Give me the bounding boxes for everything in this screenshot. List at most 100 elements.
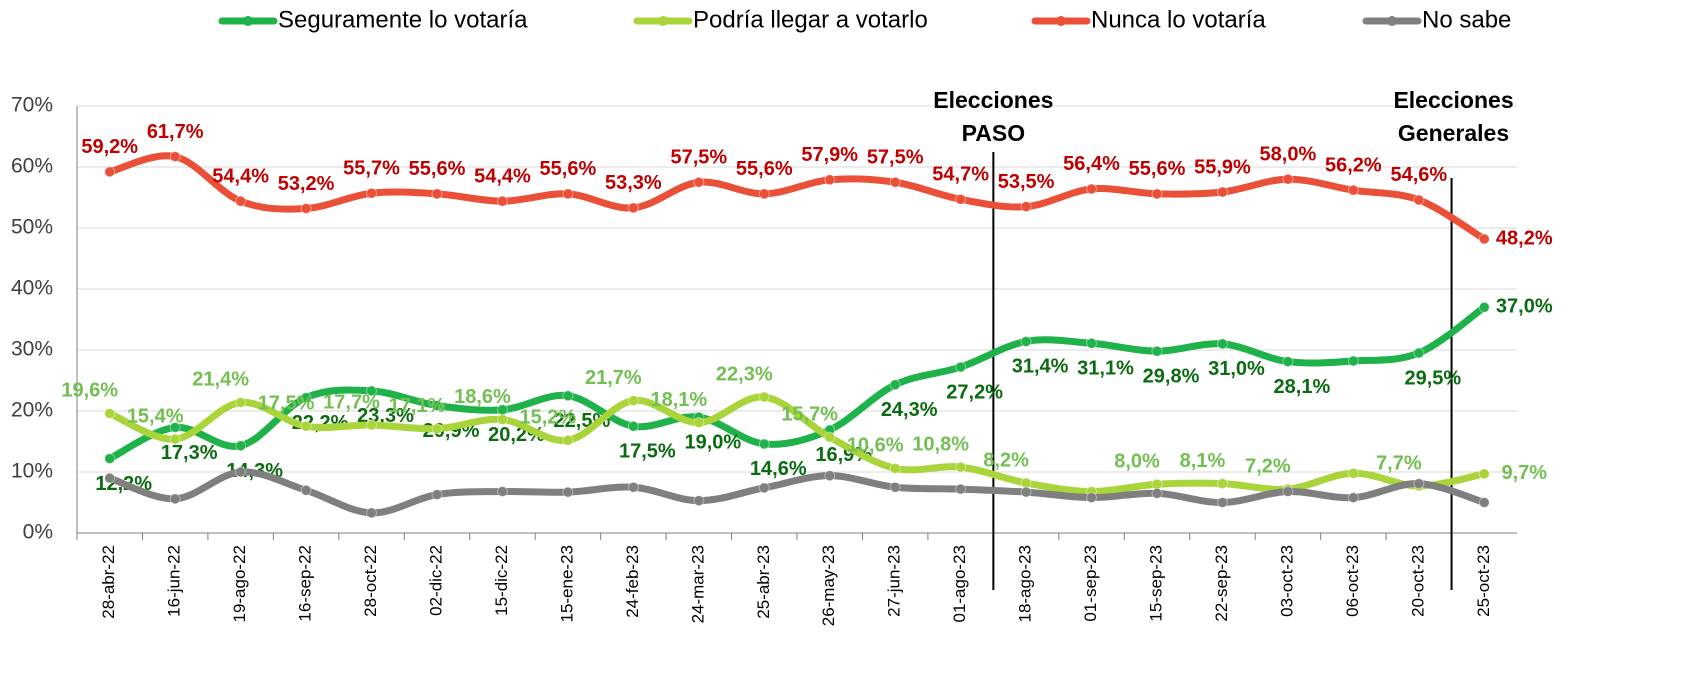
x-tick-label: 01-sep-23 — [1081, 545, 1100, 622]
point — [1086, 492, 1098, 504]
point — [1413, 194, 1425, 206]
data-label: 48,2% — [1496, 227, 1553, 249]
point — [889, 176, 901, 188]
point — [1347, 355, 1359, 367]
data-label: 7,2% — [1245, 455, 1291, 477]
point — [169, 151, 181, 163]
point — [1478, 468, 1490, 480]
point — [1347, 467, 1359, 479]
point — [104, 453, 116, 465]
point — [104, 472, 116, 484]
data-label: 54,6% — [1390, 164, 1447, 186]
data-label: 57,5% — [670, 147, 727, 169]
data-label: 57,9% — [801, 144, 858, 166]
data-label: 14,6% — [750, 458, 807, 480]
x-tick-label: 27-jun-23 — [885, 545, 904, 617]
point — [1020, 201, 1032, 213]
data-label: 55,6% — [1129, 158, 1186, 180]
point — [300, 484, 312, 496]
point — [235, 195, 247, 207]
point — [1151, 345, 1163, 357]
data-label: 53,2% — [278, 173, 335, 195]
point — [300, 202, 312, 214]
point — [1347, 184, 1359, 196]
point — [431, 423, 443, 435]
data-label: 17,1% — [389, 395, 446, 417]
data-label: 55,9% — [1194, 156, 1251, 178]
data-label: 9,7% — [1501, 462, 1547, 484]
x-tick-label: 25-oct-23 — [1474, 545, 1493, 617]
point — [758, 188, 770, 200]
data-label: 53,5% — [998, 171, 1055, 193]
point — [496, 414, 508, 426]
data-label: 55,6% — [409, 158, 466, 180]
series-line — [106, 152, 1488, 243]
point — [562, 434, 574, 446]
point — [1020, 486, 1032, 498]
event-label: Elecciones — [1393, 87, 1513, 113]
data-label: 8,2% — [983, 449, 1029, 471]
y-tick-label: 10% — [11, 460, 53, 483]
x-tick-label: 06-oct-23 — [1343, 545, 1362, 617]
x-tick-label: 24-mar-23 — [688, 545, 707, 623]
data-label: 10,8% — [912, 433, 969, 455]
point — [496, 195, 508, 207]
data-label: 28,1% — [1274, 376, 1331, 398]
data-label: 18,1% — [650, 389, 707, 411]
data-label: 7,7% — [1376, 452, 1422, 474]
point — [627, 420, 639, 432]
point — [1282, 486, 1294, 498]
point — [366, 187, 378, 199]
x-tick-label: 25-abr-23 — [754, 545, 773, 619]
series-line — [106, 468, 1488, 517]
point — [1151, 487, 1163, 499]
legend-marker — [243, 16, 253, 26]
data-label: 18,6% — [454, 386, 511, 408]
y-tick-label: 30% — [11, 338, 53, 361]
point — [300, 392, 312, 404]
point — [824, 470, 836, 482]
point — [169, 433, 181, 445]
x-tick-label: 28-oct-22 — [361, 545, 380, 617]
point — [235, 396, 247, 408]
point — [562, 188, 574, 200]
point — [1413, 478, 1425, 490]
data-label: 17,5% — [258, 393, 315, 415]
data-label: 17,3% — [161, 442, 218, 464]
point — [1282, 356, 1294, 368]
x-tick-label: 03-oct-23 — [1277, 545, 1296, 617]
event-label: Generales — [1398, 120, 1509, 146]
data-label: 15,4% — [127, 405, 184, 427]
x-tick-label: 01-ago-23 — [950, 545, 969, 623]
data-label: 54,4% — [212, 165, 269, 187]
data-label: 61,7% — [147, 121, 204, 143]
point — [955, 483, 967, 495]
data-label: 54,4% — [474, 165, 531, 187]
point — [889, 462, 901, 474]
point — [169, 421, 181, 433]
x-tick-label: 15-dic-22 — [492, 545, 511, 616]
point — [627, 395, 639, 407]
point — [431, 188, 443, 200]
data-label: 58,0% — [1260, 143, 1317, 165]
data-label: 29,5% — [1404, 367, 1461, 389]
point — [431, 400, 443, 412]
point — [1478, 497, 1490, 508]
y-tick-label: 50% — [11, 216, 53, 239]
point — [1216, 186, 1228, 198]
point — [235, 466, 247, 478]
data-label: 10,6% — [847, 435, 904, 457]
data-label: 59,2% — [81, 136, 138, 158]
series-line — [106, 303, 1488, 463]
legend-label: Podría llegar a votarlo — [693, 6, 928, 33]
data-label: 19,6% — [61, 380, 118, 402]
point — [366, 419, 378, 431]
point — [955, 193, 967, 205]
data-label: 31,1% — [1077, 358, 1134, 380]
data-label: 31,0% — [1208, 358, 1265, 380]
point — [235, 440, 247, 452]
data-label: 55,7% — [343, 158, 400, 180]
point — [955, 461, 967, 473]
x-tick-label: 15-sep-23 — [1146, 545, 1165, 622]
